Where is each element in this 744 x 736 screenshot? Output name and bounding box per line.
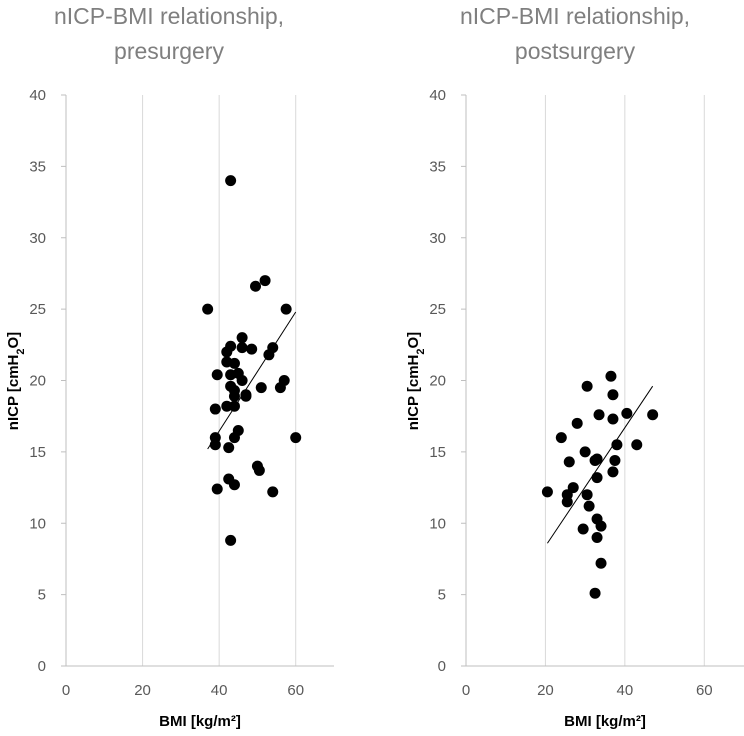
x-tick-label: 20 bbox=[537, 682, 554, 699]
data-point bbox=[274, 382, 286, 394]
x-tick-label: 40 bbox=[211, 682, 228, 699]
data-point bbox=[267, 486, 279, 498]
x-tick-label: 0 bbox=[462, 682, 470, 699]
data-point bbox=[581, 380, 593, 392]
data-point bbox=[209, 439, 221, 451]
data-point bbox=[221, 400, 233, 412]
data-point bbox=[563, 456, 575, 468]
data-point bbox=[541, 486, 553, 498]
data-point bbox=[280, 303, 292, 315]
data-point bbox=[595, 520, 607, 532]
data-point bbox=[240, 389, 252, 401]
data-point bbox=[591, 453, 603, 465]
data-point bbox=[259, 275, 271, 287]
data-point bbox=[583, 500, 595, 512]
data-point bbox=[589, 587, 601, 599]
data-point bbox=[605, 370, 617, 382]
y-tick-label: 5 bbox=[38, 587, 46, 604]
data-point bbox=[581, 489, 593, 501]
x-axis-label: BMI [kg/m²] bbox=[564, 713, 646, 730]
data-point bbox=[228, 400, 240, 412]
chart-title-line-1: nICP-BMI relationship, bbox=[54, 3, 284, 29]
data-point bbox=[236, 332, 248, 344]
chart-title-line-2: postsurgery bbox=[515, 38, 636, 64]
x-tick-label: 20 bbox=[134, 682, 151, 699]
data-point bbox=[209, 403, 221, 415]
y-tick-label: 30 bbox=[429, 230, 446, 247]
data-point bbox=[609, 454, 621, 466]
chart-presurgery: nICP-BMI relationship, presurgery BMI [k… bbox=[5, 3, 334, 730]
data-point bbox=[571, 417, 583, 429]
chart-title-line-2: presurgery bbox=[114, 38, 224, 64]
y-tick-label: 15 bbox=[429, 444, 446, 461]
y-tick-label: 20 bbox=[29, 373, 46, 390]
x-tick-label: 60 bbox=[287, 682, 304, 699]
data-point bbox=[255, 382, 267, 394]
x-tick-label: 40 bbox=[617, 682, 634, 699]
data-point bbox=[246, 343, 258, 355]
data-point bbox=[607, 413, 619, 425]
data-point bbox=[228, 479, 240, 491]
chart-postsurgery: nICP-BMI relationship, postsurgery BMI [… bbox=[405, 3, 744, 730]
data-point bbox=[591, 472, 603, 484]
data-point bbox=[228, 432, 240, 444]
data-point bbox=[579, 446, 591, 458]
y-tick-label: 5 bbox=[438, 587, 446, 604]
data-point bbox=[250, 280, 262, 292]
data-point bbox=[595, 557, 607, 569]
data-point bbox=[228, 357, 240, 369]
data-point bbox=[555, 432, 567, 444]
data-point bbox=[631, 439, 643, 451]
y-tick-label: 20 bbox=[429, 373, 446, 390]
y-tick-label: 10 bbox=[429, 515, 446, 532]
chart-title-line-1: nICP-BMI relationship, bbox=[460, 3, 690, 29]
y-tick-label: 10 bbox=[29, 515, 46, 532]
trendline bbox=[207, 311, 297, 450]
x-axis-label: BMI [kg/m²] bbox=[159, 713, 241, 730]
y-axis-label: nICP [cmH2O] bbox=[5, 332, 27, 430]
data-point bbox=[290, 432, 302, 444]
data-point bbox=[647, 409, 659, 421]
data-point bbox=[577, 523, 589, 535]
data-point bbox=[202, 303, 214, 315]
data-point bbox=[253, 464, 265, 476]
y-tick-label: 25 bbox=[429, 301, 446, 318]
data-point bbox=[621, 407, 633, 419]
data-point bbox=[593, 409, 605, 421]
data-point bbox=[225, 175, 237, 187]
data-point bbox=[228, 390, 240, 402]
x-tick-label: 0 bbox=[62, 682, 70, 699]
y-tick-label: 40 bbox=[29, 87, 46, 104]
data-point bbox=[236, 342, 248, 354]
y-tick-label: 35 bbox=[29, 158, 46, 175]
data-point bbox=[223, 442, 235, 454]
y-tick-label: 15 bbox=[29, 444, 46, 461]
data-point bbox=[591, 532, 603, 544]
data-point bbox=[221, 346, 233, 358]
y-axis-label: nICP [cmH2O] bbox=[405, 332, 427, 430]
x-tick-label: 60 bbox=[696, 682, 713, 699]
y-tick-label: 25 bbox=[29, 301, 46, 318]
data-point bbox=[211, 369, 223, 381]
y-tick-label: 30 bbox=[29, 230, 46, 247]
data-point bbox=[607, 389, 619, 401]
data-point bbox=[561, 496, 573, 508]
data-point bbox=[607, 466, 619, 478]
y-tick-label: 40 bbox=[429, 87, 446, 104]
data-point bbox=[225, 534, 237, 546]
y-tick-label: 0 bbox=[438, 658, 446, 675]
y-tick-label: 0 bbox=[38, 658, 46, 675]
trendline bbox=[546, 385, 654, 544]
y-tick-label: 35 bbox=[429, 158, 446, 175]
data-point bbox=[211, 483, 223, 495]
data-point bbox=[263, 349, 275, 361]
data-point bbox=[236, 375, 248, 386]
data-point bbox=[611, 439, 623, 451]
